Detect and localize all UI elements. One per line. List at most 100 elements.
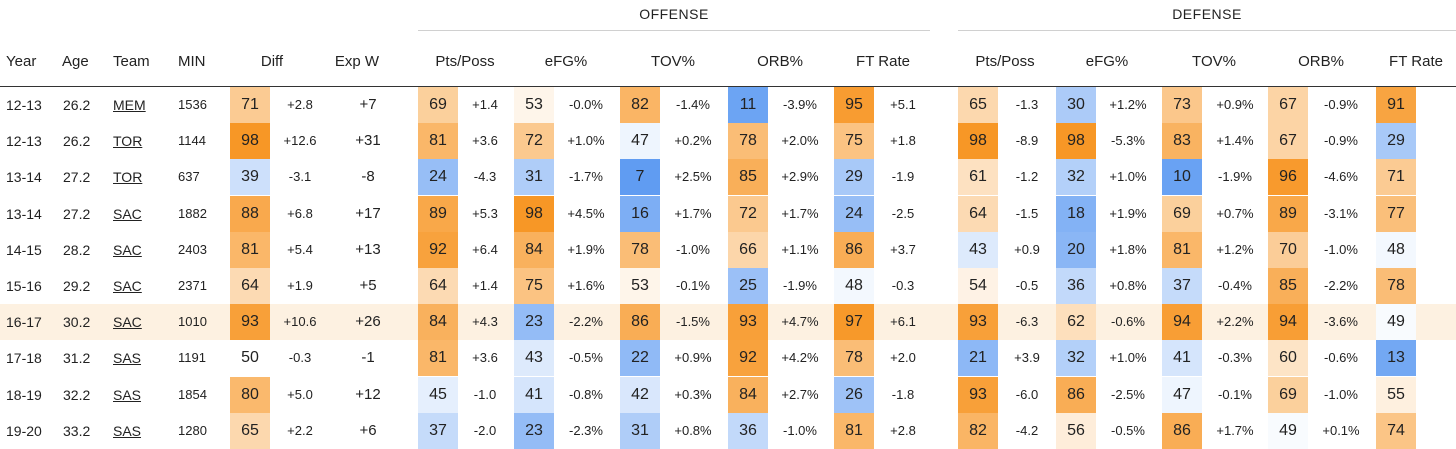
off-tov-percentile: 78 (620, 231, 660, 268)
def-orb-value: -3.6% (1324, 314, 1358, 330)
off-tov-percentile: 16 (620, 195, 660, 232)
def-pts-poss-percentile: 54 (958, 268, 998, 304)
col-header-off-tov[interactable]: TOV% (651, 52, 695, 70)
team-link[interactable]: SAS (113, 422, 142, 439)
off-orb-percentile: 11 (728, 87, 768, 123)
def-efg-value: -0.5% (1111, 422, 1145, 438)
minutes-played: 1191 (178, 350, 206, 366)
off-orb-value: +2.0% (781, 133, 819, 149)
def-tov-value: +0.7% (1216, 205, 1254, 221)
expected-wins: +13 (355, 240, 381, 258)
off-ft-rate-value: -1.8 (891, 386, 915, 402)
table-row: 13-14 27.2 TOR 637 39 -3.1 -8 24 -4.3 31 -1.7% 7 +2.… (0, 159, 1456, 196)
def-efg-percentile: 20 (1056, 231, 1096, 268)
off-pts-poss-value: -2.0 (473, 422, 497, 438)
off-ft-rate-percentile: 48 (834, 268, 874, 304)
table-row: 19-20 33.2 SAS 1280 65 +2.2 +6 37 -2.0 23 -2.3% 31 +… (0, 412, 1456, 449)
minutes-played: 1536 (178, 97, 207, 112)
def-efg-percentile: 86 (1056, 376, 1096, 413)
off-efg-value: -0.5% (569, 350, 603, 366)
team-link[interactable]: SAC (113, 314, 142, 331)
off-tov-percentile: 22 (620, 340, 660, 377)
off-ft-rate-value: +2.8 (890, 422, 916, 438)
def-tov-percentile: 81 (1162, 231, 1202, 268)
off-efg-percentile: 23 (514, 304, 554, 341)
def-pts-poss-value: -6.0 (1015, 386, 1039, 402)
off-orb-value: -3.9% (783, 97, 817, 112)
off-efg-value: -2.3% (569, 422, 603, 438)
col-header-diff[interactable]: Diff (260, 52, 284, 70)
player-age: 26.2 (63, 133, 91, 150)
def-pts-poss-value: -4.2 (1015, 422, 1039, 438)
col-header-team[interactable]: Team (113, 52, 150, 70)
off-efg-value: +1.0% (567, 133, 605, 149)
col-header-def-ft-rate[interactable]: FT Rate (1389, 52, 1443, 70)
def-pts-poss-percentile: 98 (958, 123, 998, 160)
off-ft-rate-percentile: 24 (834, 195, 874, 232)
expected-wins: +31 (355, 132, 381, 150)
off-orb-percentile: 66 (728, 231, 768, 268)
team-link[interactable]: SAC (113, 241, 142, 258)
def-ft-rate-percentile: 29 (1376, 123, 1416, 160)
off-orb-percentile: 93 (728, 304, 768, 341)
minutes-played: 1280 (178, 422, 207, 438)
def-tov-percentile: 69 (1162, 195, 1202, 232)
off-efg-value: -2.2% (569, 314, 603, 330)
off-tov-value: -1.0% (676, 241, 710, 257)
def-tov-value: +1.7% (1216, 422, 1254, 438)
col-header-year[interactable]: Year (6, 52, 37, 70)
col-header-off-efg[interactable]: eFG% (544, 52, 588, 70)
off-ft-rate-percentile: 86 (834, 231, 874, 268)
def-pts-poss-percentile: 93 (958, 304, 998, 341)
team-link[interactable]: SAC (113, 278, 142, 294)
off-efg-percentile: 98 (514, 195, 554, 232)
def-ft-rate-percentile: 78 (1376, 268, 1416, 304)
team-link[interactable]: SAC (113, 205, 142, 222)
def-orb-percentile: 89 (1268, 195, 1308, 232)
off-orb-value: +1.7% (781, 205, 819, 221)
team-link[interactable]: TOR (113, 169, 143, 186)
team-link[interactable]: SAS (113, 386, 142, 403)
col-header-off-pts-poss[interactable]: Pts/Poss (435, 52, 495, 70)
col-header-def-orb[interactable]: ORB% (1298, 52, 1344, 70)
off-pts-poss-value: +3.6 (472, 133, 498, 149)
def-tov-value: -0.4% (1218, 278, 1252, 293)
col-header-def-tov[interactable]: TOV% (1192, 52, 1236, 70)
player-age: 29.2 (63, 278, 91, 294)
off-pts-poss-value: -1.0 (473, 386, 497, 402)
def-efg-percentile: 98 (1056, 123, 1096, 160)
def-orb-value: -0.6% (1324, 350, 1358, 366)
diff-percentile: 50 (230, 340, 270, 377)
def-efg-value: +1.8% (1109, 241, 1147, 257)
team-link[interactable]: TOR (113, 133, 143, 150)
player-age: 27.2 (63, 169, 91, 186)
off-pts-poss-percentile: 84 (418, 304, 458, 341)
diff-value: +5.0 (287, 386, 313, 402)
col-header-off-orb[interactable]: ORB% (757, 52, 803, 70)
off-ft-rate-value: +3.7 (890, 241, 916, 257)
off-orb-value: -1.0% (783, 422, 817, 438)
expected-wins: +12 (355, 385, 381, 403)
col-header-off-ft-rate[interactable]: FT Rate (856, 52, 910, 70)
def-tov-percentile: 47 (1162, 376, 1202, 413)
minutes-played: 2403 (178, 241, 207, 257)
col-header-exp-w[interactable]: Exp W (334, 52, 380, 70)
def-tov-percentile: 86 (1162, 412, 1202, 449)
off-efg-value: -1.7% (569, 169, 603, 185)
diff-percentile: 65 (230, 412, 270, 449)
team-link[interactable]: MEM (113, 97, 146, 113)
col-header-def-efg[interactable]: eFG% (1085, 52, 1129, 70)
col-header-age[interactable]: Age (62, 52, 89, 70)
def-pts-poss-percentile: 93 (958, 376, 998, 413)
off-tov-percentile: 42 (620, 376, 660, 413)
minutes-played: 2371 (178, 278, 207, 293)
off-tov-percentile: 7 (620, 159, 660, 196)
def-orb-value: +0.1% (1322, 422, 1360, 438)
off-tov-value: -0.1% (676, 278, 710, 293)
offense-group-label: OFFENSE (639, 6, 709, 22)
off-ft-rate-percentile: 29 (834, 159, 874, 196)
col-header-def-pts-poss[interactable]: Pts/Poss (975, 52, 1035, 70)
team-link[interactable]: SAS (113, 350, 142, 367)
off-efg-value: +1.9% (567, 241, 605, 257)
col-header-min[interactable]: MIN (178, 52, 206, 70)
